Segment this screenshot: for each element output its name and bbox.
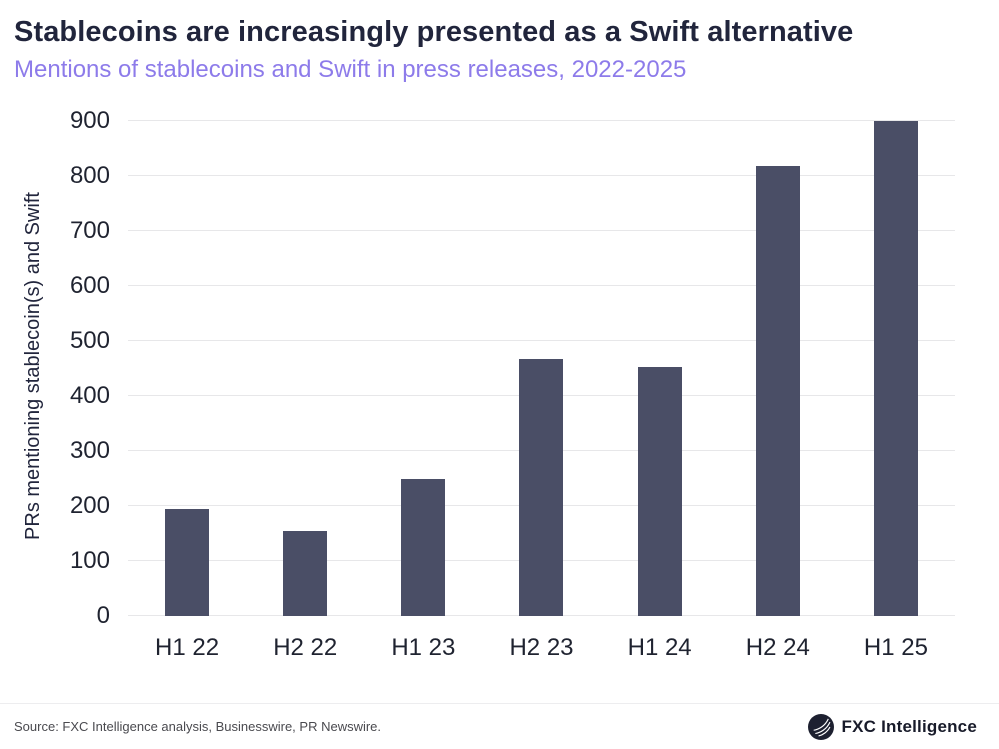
plot-area: 0 100 200 300 400 500 600 700 800 900 <box>70 109 955 628</box>
fxc-globe-icon <box>807 713 834 740</box>
x-tick-label: H2 23 <box>509 634 574 661</box>
fxc-logo-text: FXC Intelligence <box>841 716 977 736</box>
bar-h2-23 <box>519 358 564 616</box>
y-axis-title-column: PRs mentioning stablecoin(s) and Swift <box>14 116 52 616</box>
gridline <box>128 340 955 341</box>
bar-h2-24 <box>755 166 800 616</box>
y-tick-label: 700 <box>69 217 110 244</box>
gridline <box>128 175 955 176</box>
x-tick-label: H2 22 <box>273 634 338 661</box>
bar-slot <box>246 121 364 616</box>
gridline <box>128 120 955 121</box>
x-tick-label: H1 24 <box>627 634 692 661</box>
bar-h1-24 <box>637 367 682 616</box>
bar-h2-22 <box>283 530 328 616</box>
bar-slot <box>128 121 246 616</box>
y-tick-label: 0 <box>96 602 110 629</box>
bars-container <box>128 121 955 616</box>
x-tick-label: H2 24 <box>745 634 810 661</box>
bar-slot <box>364 121 482 616</box>
x-axis-labels: H1 22 H2 22 H1 23 H2 23 H1 24 H2 24 H1 25 <box>128 634 955 662</box>
bar-h1-25 <box>873 121 918 616</box>
y-tick-label: 500 <box>69 327 110 354</box>
bar-slot <box>482 121 600 616</box>
x-tick-label: H1 22 <box>155 634 220 661</box>
page-title: Stablecoins are increasingly presented a… <box>14 16 854 48</box>
y-tick-label: 900 <box>69 107 110 134</box>
y-tick-label: 600 <box>69 272 110 299</box>
bar-h1-23 <box>401 478 446 616</box>
y-axis-title: PRs mentioning stablecoin(s) and Swift <box>21 192 44 540</box>
x-tick-label: H1 25 <box>863 634 928 661</box>
y-tick-label: 300 <box>69 437 110 464</box>
bar-chart: PRs mentioning stablecoin(s) and Swift 0… <box>14 109 981 676</box>
bar-h1-22 <box>165 508 210 616</box>
plot-column: 0 100 200 300 400 500 600 700 800 900 H1 22 H2 22 H… <box>52 109 981 676</box>
source-note: Source: FXC Intelligence analysis, Busin… <box>14 719 382 734</box>
y-tick-label: 200 <box>69 492 110 519</box>
gridline <box>128 230 955 231</box>
bar-slot <box>601 121 719 616</box>
fxc-logo: FXC Intelligence <box>807 713 977 740</box>
footer: Source: FXC Intelligence analysis, Busin… <box>0 703 999 749</box>
gridline <box>128 285 955 286</box>
x-tick-label: H1 23 <box>391 634 456 661</box>
bar-slot <box>719 121 837 616</box>
page-subtitle: Mentions of stablecoins and Swift in pre… <box>14 56 687 83</box>
y-tick-label: 400 <box>69 382 110 409</box>
bar-slot <box>837 121 955 616</box>
y-tick-label: 100 <box>69 547 110 574</box>
chart-header: Stablecoins are increasingly presented a… <box>14 14 981 84</box>
y-tick-label: 800 <box>69 162 110 189</box>
